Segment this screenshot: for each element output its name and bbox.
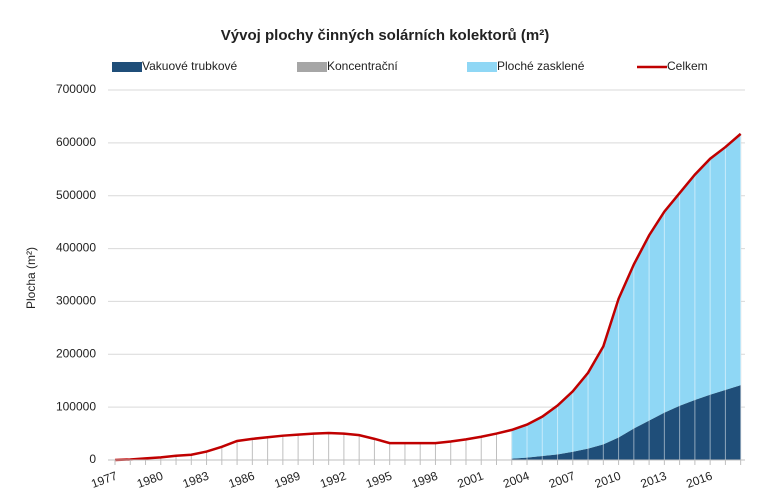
- legend-swatch: [467, 62, 497, 72]
- legend-label: Celkem: [667, 59, 708, 73]
- legend-label: Ploché zasklené: [497, 59, 585, 73]
- legend-swatch: [112, 62, 142, 72]
- y-axis-label: Plocha (m²): [24, 247, 38, 309]
- line: [114, 132, 742, 462]
- chart-title: Vývoj plochy činných solárních kolektorů…: [221, 27, 549, 44]
- y-tick-label: 0: [89, 452, 96, 466]
- y-tick-label: 700000: [56, 82, 96, 96]
- y-tick-label: 200000: [56, 346, 96, 360]
- y-tick-label: 400000: [56, 241, 96, 255]
- y-tick-label: 600000: [56, 135, 96, 149]
- legend-swatch: [297, 62, 327, 72]
- y-tick-label: 500000: [56, 188, 96, 202]
- legend-label: Koncentrační: [327, 59, 398, 73]
- y-tick-label: 300000: [56, 294, 96, 308]
- y-tick-label: 100000: [56, 399, 96, 413]
- legend-label: Vakuové trubkové: [142, 59, 237, 73]
